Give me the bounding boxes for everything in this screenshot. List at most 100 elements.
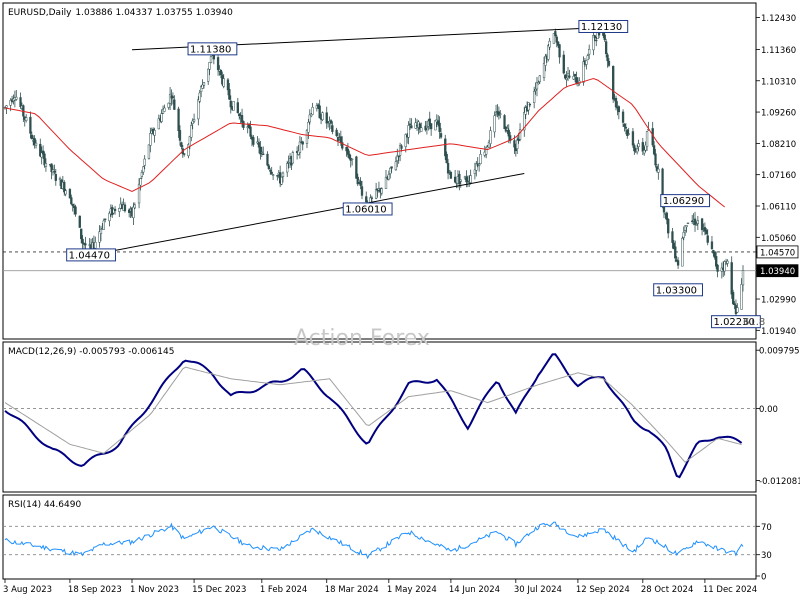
candle-body [389,167,392,175]
candle-body [229,100,232,108]
ohlc-label: 1.03886 1.04337 1.03755 1.03940 [75,8,233,18]
candle-body [667,218,670,234]
annotation-label: 1.11380 [190,44,231,55]
candle-body [547,45,550,60]
candle [160,109,163,124]
candle-body [301,141,304,145]
candle-body [280,176,283,185]
candle [568,69,571,79]
candle-body [74,206,77,215]
candle [355,155,358,179]
candle [586,53,589,61]
price-tick: 1.09260 [756,109,796,119]
candle [301,140,304,151]
candle [58,176,62,187]
candle [331,121,334,135]
candle-body [410,125,413,129]
candle [641,137,644,156]
candle [207,68,210,86]
candle [15,90,18,101]
price-tick-label: 1.04570 [760,248,795,258]
candle-body [487,141,491,148]
candle [621,109,625,128]
candle [387,170,390,181]
x-tick-label: 1 Feb 2024 [260,585,308,595]
candle [741,265,745,292]
candle [527,102,530,115]
candle-body [113,208,117,212]
candle [477,162,481,172]
candle [555,34,558,48]
candle-body [305,130,309,144]
candle [672,240,676,250]
candle-body [30,134,33,140]
candle-body [527,102,530,111]
candle-body [700,218,704,231]
candle-body [507,129,510,137]
macd-label: MACD(12,26,9) -0.005793 -0.006145 [8,347,174,357]
candle-body [607,60,611,66]
price-tick: 1.04570 [756,245,799,258]
candle [459,179,462,188]
candle [733,301,736,310]
candle-body [606,54,609,62]
candle-body [672,242,676,250]
candle-body [434,120,437,131]
candle-body [558,44,561,58]
candle-body [444,138,447,157]
annotation-label: 1.03300 [656,285,697,296]
candle [191,118,194,130]
candle-body [576,83,580,87]
price-tick-label: 1.12430 [761,14,796,24]
candle [269,168,272,175]
candle-body [726,260,729,264]
candle-body [655,166,659,172]
candle-body [731,292,735,304]
candle [458,170,461,191]
candle-body [188,136,192,147]
price-tick: 1.07160 [756,171,796,181]
candle [397,155,400,164]
candle-body [374,189,378,199]
candle-body [438,122,441,132]
candle [329,119,333,130]
candle [267,163,271,171]
candle-body [453,176,457,183]
candle [547,44,550,62]
price-tick-label: 1.09260 [761,109,796,119]
x-tick-label: 1 May 2024 [387,585,437,595]
price-tick-label: 1.02990 [761,296,796,306]
candle-body [631,131,635,146]
candle-body [449,171,453,179]
candle-body [94,241,97,249]
candle [70,194,73,205]
candle [226,77,230,96]
x-tick: 18 Sep 2023 [68,579,122,595]
candle-body [617,106,620,113]
candle [208,62,211,76]
price-layer: 1.11380 1.12130 1.04470 1.06010 1.06290 1.033… [3,19,765,329]
candle-body [733,303,736,305]
candle [84,236,87,251]
x-tick-label: 12 Sep 2024 [576,585,630,595]
candle [544,53,547,72]
candle [612,65,615,103]
candle [730,256,733,299]
candle [633,143,636,155]
candle [104,218,107,223]
candle [683,225,687,236]
candle-body [396,155,399,161]
candle [487,139,491,149]
candle [439,127,443,139]
candle-body [180,142,183,147]
candle [71,203,74,212]
candle-body [544,55,547,66]
candle-body [602,32,605,36]
annotation-1: 1.12130 [578,19,629,33]
candle-body [595,39,598,42]
candle-body [506,128,509,131]
candle-body [240,115,244,123]
candle-body [267,165,271,170]
candle-body [163,107,166,112]
